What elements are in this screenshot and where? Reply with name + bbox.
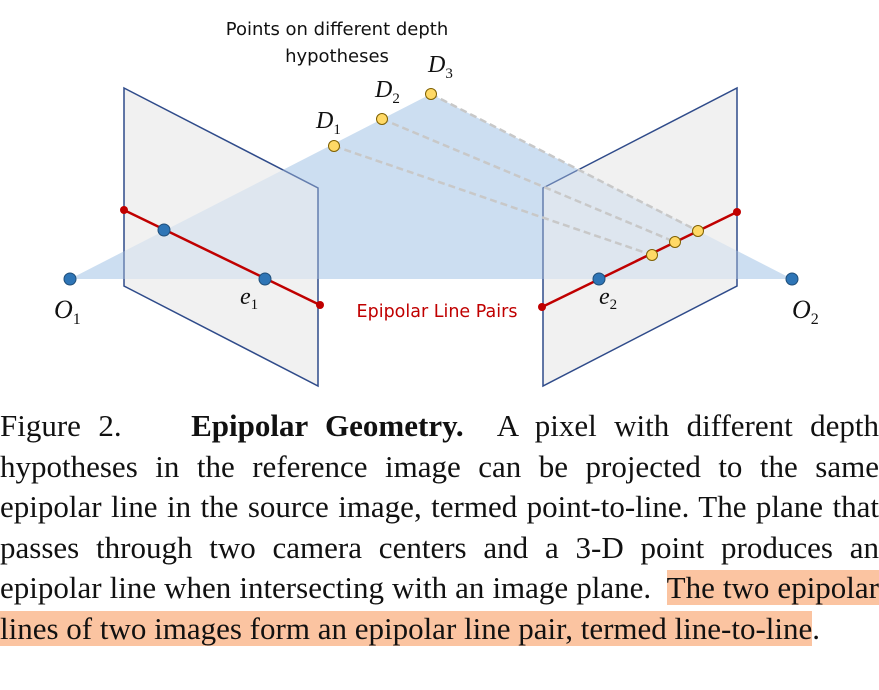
right-epipolar-line <box>541 210 738 309</box>
left-image-plane <box>123 86 319 388</box>
top-label-line2: hypotheses <box>285 46 389 67</box>
left-epipolar-line-end-top <box>120 206 128 214</box>
left-epipolar-line-end-bottom <box>316 301 324 309</box>
projected-point-2 <box>669 236 681 248</box>
projection-ray-d3 <box>430 92 699 233</box>
caption-suffix: . <box>812 610 821 646</box>
camera-label-o2: O2 <box>792 295 819 328</box>
right-epipolar-line-end-bottom <box>538 303 546 311</box>
epipole-e2 <box>592 272 606 286</box>
right-epipolar-line-end-top <box>733 208 741 216</box>
camera-center-o2 <box>785 272 799 286</box>
depth-label-d1: D1 <box>315 108 341 138</box>
right-image-plane <box>542 86 738 388</box>
caption-prefix: Figure 2. <box>0 408 122 443</box>
depth-point-d1 <box>328 140 340 152</box>
epipole-label-e1: e1 <box>240 284 258 313</box>
depth-point-d2 <box>376 113 388 125</box>
projected-point-3 <box>692 225 704 237</box>
depth-label-d2: D2 <box>374 77 400 107</box>
projection-ray-d2 <box>381 117 676 244</box>
left-epipolar-line <box>123 208 321 307</box>
reference-pixel-point <box>157 223 171 237</box>
epipolar-geometry-diagram: Points on different depth hypotheses D1 … <box>54 19 819 388</box>
depth-label-d3: D3 <box>427 52 453 82</box>
camera-center-o1 <box>63 272 77 286</box>
top-label-line1: Points on different depth <box>226 19 449 40</box>
figure-caption: Figure 2. Epipolar Geometry. A pixel wit… <box>0 406 879 650</box>
epipolar-plane-overlay <box>70 94 792 279</box>
projection-ray-d1 <box>333 144 653 257</box>
epipole-label-e2: e2 <box>599 284 617 313</box>
epipolar-pair-label: Epipolar Line Pairs <box>357 302 518 322</box>
epipole-e1 <box>258 272 272 286</box>
projected-point-1 <box>646 249 658 261</box>
caption-title: Epipolar Geometry. <box>191 408 464 443</box>
caption-body: A pixel with different depth hypotheses … <box>0 408 879 606</box>
camera-label-o1: O1 <box>54 295 81 328</box>
depth-point-d3 <box>425 88 437 100</box>
